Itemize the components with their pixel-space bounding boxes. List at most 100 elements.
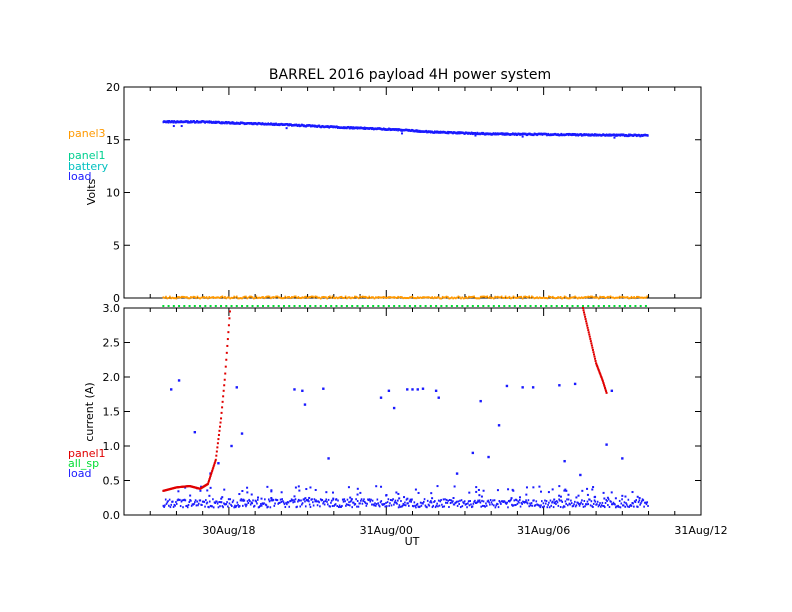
panel3-voltage-point xyxy=(642,296,645,299)
panel3-voltage-point xyxy=(279,296,281,299)
load-current-point xyxy=(603,506,606,509)
load-current-point xyxy=(541,506,544,509)
all-sp-point xyxy=(597,305,600,307)
load-current-point xyxy=(393,501,396,504)
panel3-voltage-point xyxy=(433,296,436,299)
load-current-point xyxy=(260,504,263,507)
load-current-point xyxy=(481,499,483,502)
load-current-point xyxy=(194,501,196,504)
panel3-voltage-point xyxy=(285,296,288,299)
panel3-voltage-point xyxy=(548,295,550,298)
y-tick-label: 5 xyxy=(113,239,120,252)
load-current-point xyxy=(436,485,439,488)
panel3-voltage-point xyxy=(255,295,258,298)
panel1-current-point xyxy=(210,473,213,476)
panel1-current-point xyxy=(225,351,228,354)
all-sp-point xyxy=(629,305,632,307)
load-current-point xyxy=(646,501,649,504)
load-current-point xyxy=(505,502,508,505)
load-current-point xyxy=(512,504,515,507)
panel3-voltage-point xyxy=(571,296,574,299)
load-current-point xyxy=(448,505,450,508)
load-current-point xyxy=(634,500,637,503)
all-sp-point xyxy=(277,305,280,307)
panel1-current-point xyxy=(587,329,590,332)
load-current-point xyxy=(413,501,416,504)
load-current-point xyxy=(347,503,350,506)
load-current-point xyxy=(360,498,363,501)
panel1-current-point xyxy=(598,371,601,374)
load-current-point xyxy=(359,491,362,494)
load-current-point xyxy=(184,486,187,489)
load-current-outlier xyxy=(230,444,233,448)
load-current-point xyxy=(235,504,238,507)
panel3-voltage-point xyxy=(418,296,420,299)
load-current-point xyxy=(414,504,416,507)
panel1-current-point xyxy=(228,310,231,313)
load-current-point xyxy=(175,501,177,504)
y-tick-label: 0.5 xyxy=(103,475,121,488)
load-current-point xyxy=(553,498,556,501)
panel3-voltage-point xyxy=(477,297,479,300)
panel3-voltage-point xyxy=(207,297,209,300)
panel3-voltage-point xyxy=(209,296,212,299)
panel3-voltage-point xyxy=(309,296,312,299)
load-current-point xyxy=(426,499,429,502)
panel3-voltage-point xyxy=(322,295,325,298)
all-sp-point xyxy=(220,305,223,307)
load-current-point xyxy=(282,500,284,503)
load-current-point xyxy=(263,502,265,505)
load-current-point xyxy=(585,503,588,506)
load-current-point xyxy=(301,502,304,505)
all-sp-point xyxy=(414,305,417,307)
load-current-point xyxy=(625,502,627,505)
panel3-voltage-point xyxy=(451,296,453,299)
load-current-point xyxy=(547,503,549,506)
all-sp-point xyxy=(319,305,322,307)
panel3-voltage-point xyxy=(301,296,304,299)
load-current-point xyxy=(560,499,563,502)
panel3-voltage-point xyxy=(566,297,569,300)
panel3-voltage-point xyxy=(318,296,321,299)
load-current-point xyxy=(445,501,447,504)
load-current-point xyxy=(363,500,366,503)
panel3-voltage-point xyxy=(187,297,190,300)
load-current-point xyxy=(626,505,629,508)
load-current-point xyxy=(611,503,614,506)
load-current-point xyxy=(270,499,272,502)
panel1-current-point xyxy=(587,331,590,334)
load-current-point xyxy=(481,504,484,507)
panel3-voltage-point xyxy=(624,296,626,299)
panel3-voltage-point xyxy=(377,296,380,299)
panel3-voltage-point xyxy=(407,297,410,300)
panel3-voltage-point xyxy=(406,297,409,300)
load-current-point xyxy=(453,503,456,506)
y-tick-label: 10 xyxy=(106,187,120,200)
panel3-voltage-point xyxy=(256,297,259,300)
panel3-voltage-point xyxy=(472,295,474,298)
load-current-point xyxy=(308,500,310,503)
load-current-point xyxy=(507,506,509,509)
panel3-voltage-point xyxy=(218,296,221,299)
panel3-voltage-point xyxy=(458,296,461,299)
load-current-point xyxy=(167,500,169,503)
load-current-point xyxy=(468,491,471,494)
load-current-point xyxy=(419,501,422,504)
panel1-current-point xyxy=(220,417,223,420)
load-current-outlier xyxy=(379,396,383,399)
load-current-point xyxy=(516,502,519,505)
load-current-point xyxy=(252,499,254,502)
load-current-point xyxy=(438,504,441,507)
panel3-voltage-point xyxy=(427,296,430,299)
panel3-voltage-point xyxy=(325,296,327,299)
panel3-voltage-point xyxy=(338,296,340,299)
load-current-point xyxy=(622,504,625,507)
panel3-voltage-point xyxy=(609,295,612,298)
panel3-voltage-point xyxy=(527,296,529,299)
panel1-current-point xyxy=(220,411,223,414)
load-current-point xyxy=(444,498,446,501)
load-current-point xyxy=(172,505,175,508)
panel3-voltage-point xyxy=(374,296,377,299)
panel1-current-point xyxy=(214,458,217,461)
load-current-point xyxy=(530,502,533,505)
